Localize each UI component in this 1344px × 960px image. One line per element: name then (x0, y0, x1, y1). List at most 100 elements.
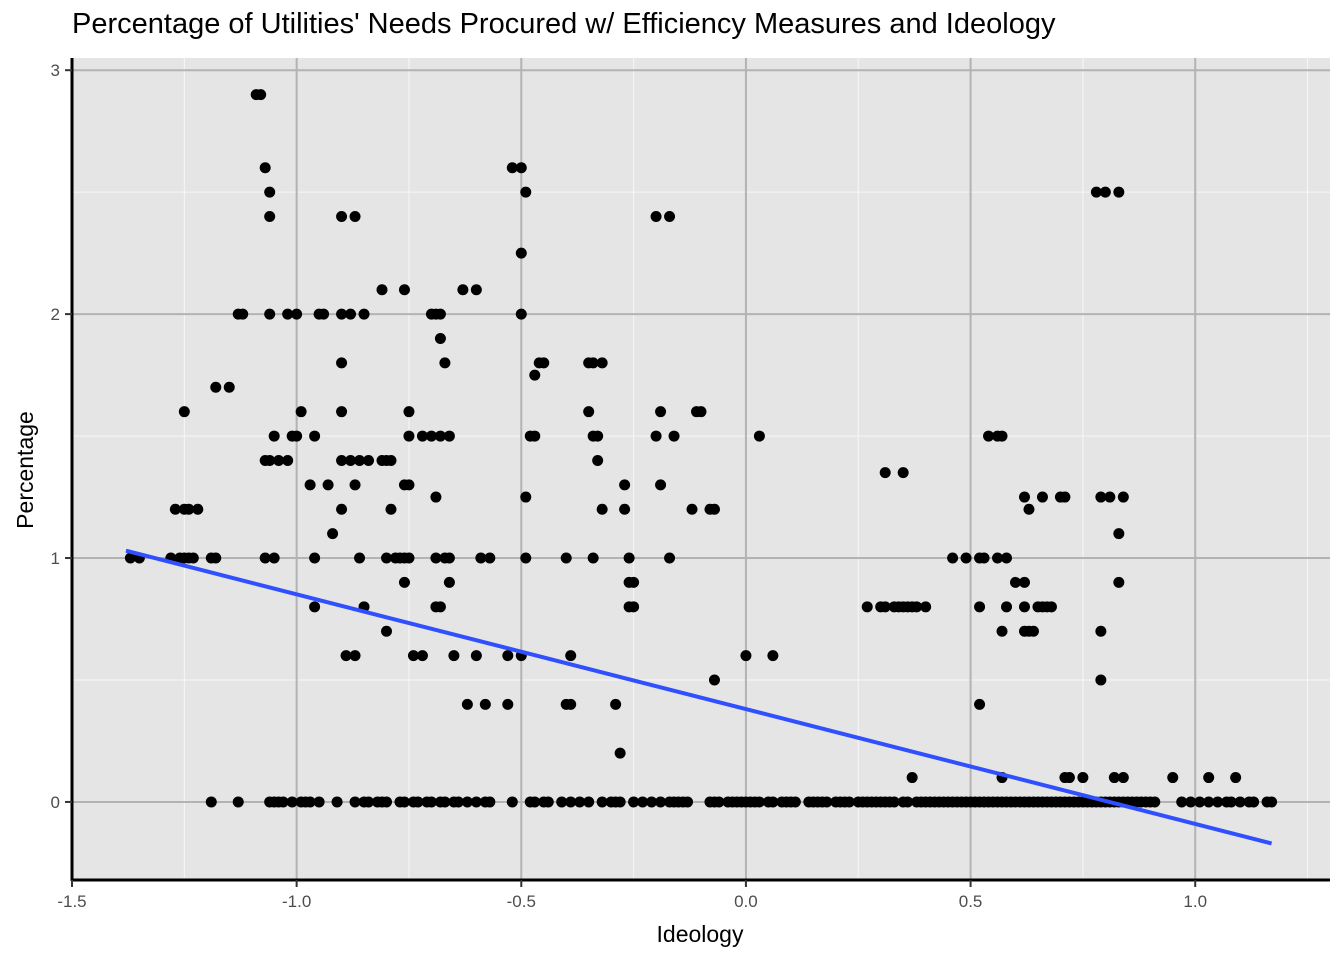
data-point (1099, 186, 1111, 198)
data-point (992, 552, 1004, 564)
data-point (655, 479, 667, 491)
data-point (425, 796, 437, 808)
data-point (897, 467, 909, 479)
data-point (556, 796, 568, 808)
data-point (686, 503, 698, 515)
x-tick-label: 0.5 (959, 892, 983, 911)
data-point (124, 552, 136, 564)
data-point (695, 406, 707, 418)
data-point (381, 796, 392, 808)
data-point (407, 650, 419, 662)
data-point (587, 552, 599, 564)
data-point (596, 796, 608, 808)
data-point (1113, 528, 1125, 540)
data-point (304, 796, 316, 808)
data-point (336, 503, 348, 515)
data-point (336, 357, 348, 369)
data-point (268, 430, 280, 442)
data-point (470, 796, 482, 808)
data-point (1234, 796, 1246, 808)
data-point (520, 491, 532, 503)
data-point (286, 796, 298, 808)
data-point (592, 454, 604, 466)
data-point (443, 576, 455, 588)
data-point (354, 454, 366, 466)
data-point (1212, 796, 1224, 808)
data-point (398, 284, 410, 296)
data-point (861, 601, 873, 613)
data-point (1010, 576, 1021, 588)
data-point (623, 552, 635, 564)
data-point (1113, 186, 1125, 198)
data-point (1059, 491, 1071, 503)
data-point (996, 430, 1008, 442)
data-point (223, 381, 235, 393)
data-point (304, 479, 316, 491)
trend-line-layer (125, 548, 1273, 846)
data-point (376, 284, 388, 296)
data-point (664, 211, 676, 223)
data-point (309, 552, 321, 564)
y-axis-title: Percentage (12, 411, 38, 529)
data-point (479, 698, 491, 710)
x-tick-label: 1.0 (1183, 892, 1207, 911)
data-point (619, 503, 631, 515)
data-point (974, 601, 986, 613)
data-point (560, 552, 572, 564)
data-point (327, 528, 339, 540)
data-point (789, 796, 801, 808)
data-point (268, 552, 280, 564)
data-point (264, 186, 276, 198)
data-point (264, 308, 276, 320)
data-point (753, 430, 765, 442)
data-point (538, 357, 550, 369)
x-axis-title: Ideology (657, 921, 744, 947)
data-point (363, 454, 375, 466)
data-point (506, 162, 518, 174)
data-point (430, 552, 442, 564)
data-point (529, 430, 541, 442)
data-point (515, 162, 527, 174)
data-point (767, 650, 779, 662)
data-point (542, 796, 554, 808)
data-point (470, 284, 482, 296)
data-point (430, 491, 442, 503)
data-point (628, 601, 640, 613)
data-point (565, 650, 577, 662)
data-point (331, 796, 343, 808)
data-point (484, 552, 496, 564)
data-point (336, 211, 348, 223)
data-point (843, 796, 855, 808)
x-tick-label: -1.0 (282, 892, 311, 911)
data-point (911, 601, 923, 613)
data-point (1077, 772, 1089, 784)
data-point (1185, 796, 1197, 808)
data-point (363, 796, 375, 808)
data-point (637, 796, 649, 808)
data-point (1023, 503, 1035, 515)
data-point (412, 796, 424, 808)
data-point (1113, 576, 1125, 588)
data-point (183, 503, 195, 515)
data-point (583, 796, 595, 808)
data-point (1063, 772, 1075, 784)
data-point (1045, 601, 1057, 613)
data-point (515, 247, 527, 259)
data-point (259, 162, 271, 174)
data-point (614, 747, 626, 759)
data-point (470, 650, 482, 662)
data-point (529, 796, 541, 808)
data-point (349, 211, 361, 223)
x-tick-label: -1.5 (57, 892, 86, 911)
data-point (502, 650, 514, 662)
x-tick-label: 0.0 (734, 892, 758, 911)
data-point (349, 796, 361, 808)
data-point (461, 796, 473, 808)
data-point (345, 308, 357, 320)
data-point (309, 601, 321, 613)
data-point (587, 357, 599, 369)
data-point (425, 430, 437, 442)
data-point (1104, 491, 1116, 503)
data-point (434, 333, 446, 345)
data-point (1027, 625, 1039, 637)
